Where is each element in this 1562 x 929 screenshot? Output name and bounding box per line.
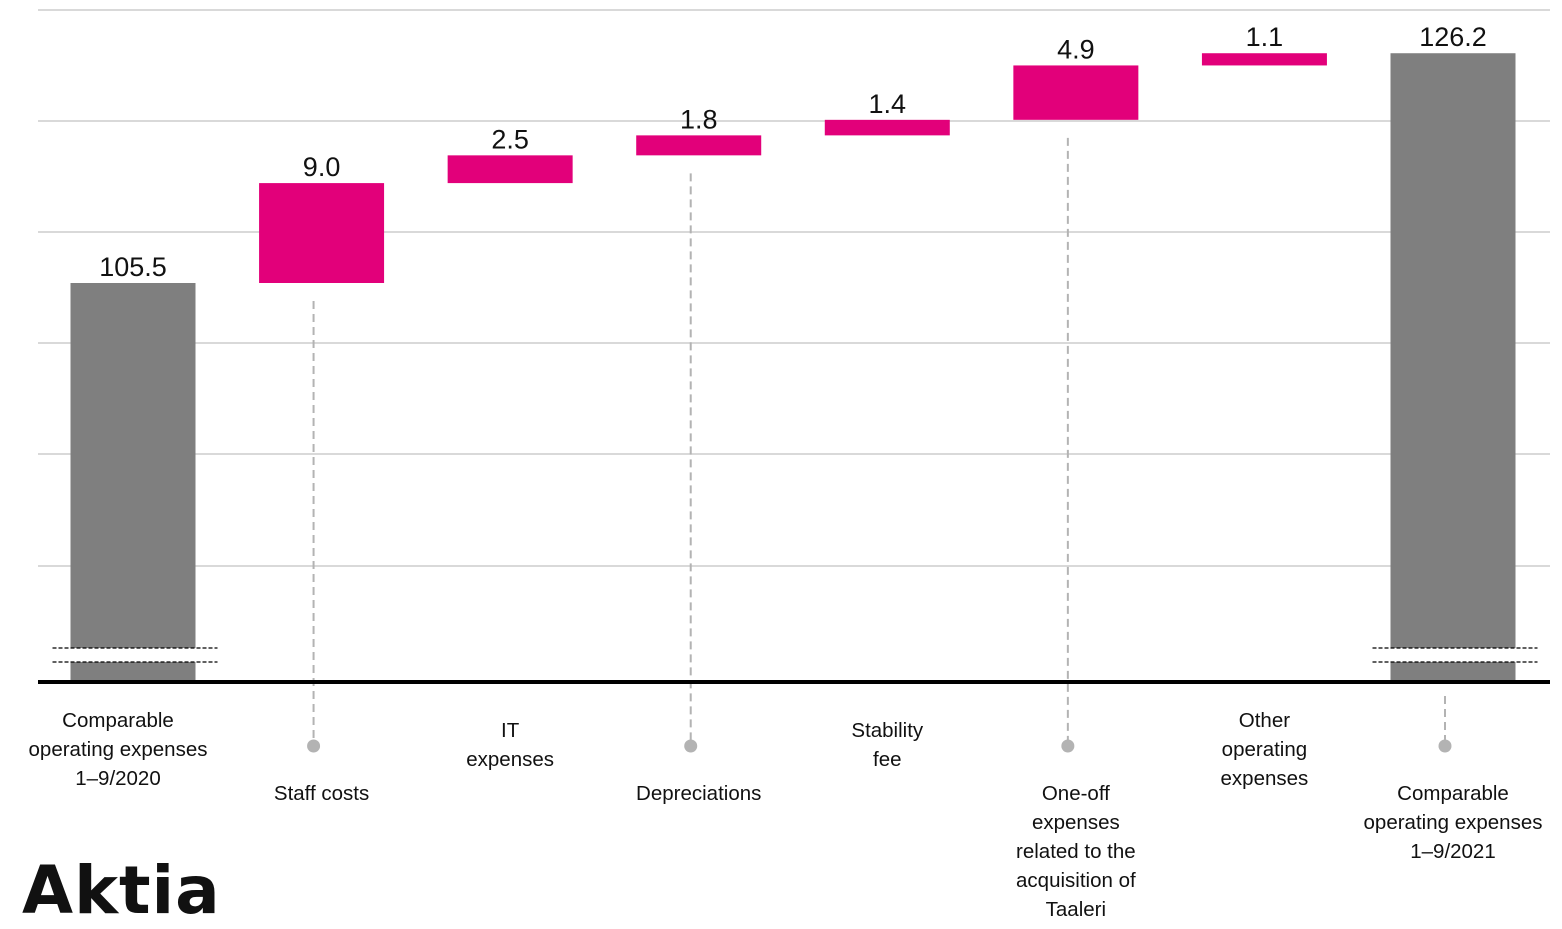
category-label-4-line-1: fee	[873, 748, 902, 771]
bar-5	[1013, 65, 1139, 120]
aktia-logo: Aktia	[22, 852, 221, 929]
value-label-2: 2.5	[491, 124, 529, 154]
category-label-0-line-2: 1–9/2020	[75, 767, 161, 790]
category-label-0-line-1: operating expenses	[29, 738, 208, 761]
category-label-5-line-3: acquisition of	[1016, 869, 1136, 892]
category-label-5-line-2: related to the	[1016, 840, 1136, 863]
category-label-6-line-0: Other	[1239, 709, 1290, 732]
bar-4	[824, 119, 950, 136]
value-label-5: 4.9	[1057, 34, 1095, 64]
connector-dot-7	[1438, 739, 1452, 753]
axis-break-gap-0	[52, 648, 218, 662]
value-label-0: 105.5	[99, 252, 167, 282]
label-connectors	[307, 137, 1452, 753]
category-label-7-line-1: operating expenses	[1364, 811, 1543, 834]
value-labels: 105.5 9.0 2.5 1.8 1.4 4.9 1.1 126.2	[99, 22, 1487, 282]
category-labels: Comparable operating expenses 1–9/2020 Staf…	[29, 709, 1543, 916]
bar-7	[1390, 53, 1516, 683]
value-label-1: 9.0	[303, 152, 341, 182]
category-label-1-line-0: Staff costs	[274, 782, 369, 805]
bar-1	[259, 183, 385, 283]
category-label-6-line-1: operating	[1222, 738, 1307, 761]
value-label-6: 1.1	[1246, 22, 1284, 52]
axis-break-marks	[52, 647, 1538, 663]
category-label-2-line-0: IT	[501, 719, 520, 742]
bar-6	[1201, 53, 1327, 66]
category-label-3-line-0: Depreciations	[636, 782, 761, 805]
category-label-4-line-0: Stability	[851, 719, 924, 742]
category-label-5-line-0: One-off	[1042, 782, 1110, 805]
category-label-0-line-0: Comparable	[62, 709, 174, 732]
bar-2	[447, 155, 573, 184]
category-label-7-line-0: Comparable	[1397, 782, 1509, 805]
connector-dot-1	[307, 739, 321, 753]
connector-dot-5	[1061, 739, 1075, 753]
category-label-5-line-1: expenses	[1032, 811, 1120, 834]
value-label-3: 1.8	[680, 104, 718, 134]
category-label-6-line-2: expenses	[1221, 767, 1309, 790]
value-label-4: 1.4	[869, 89, 907, 119]
value-label-7: 126.2	[1419, 22, 1487, 52]
connector-dot-3	[684, 739, 698, 753]
axis-break-gap-7	[1372, 648, 1538, 662]
bar-0	[70, 283, 196, 682]
bars	[70, 53, 1516, 683]
category-label-2-line-1: expenses	[466, 748, 554, 771]
gridlines	[38, 9, 1550, 567]
category-label-5-line-4: Taaleri	[1046, 898, 1106, 916]
category-label-7-line-2: 1–9/2021	[1410, 840, 1496, 863]
bar-3	[636, 135, 762, 156]
